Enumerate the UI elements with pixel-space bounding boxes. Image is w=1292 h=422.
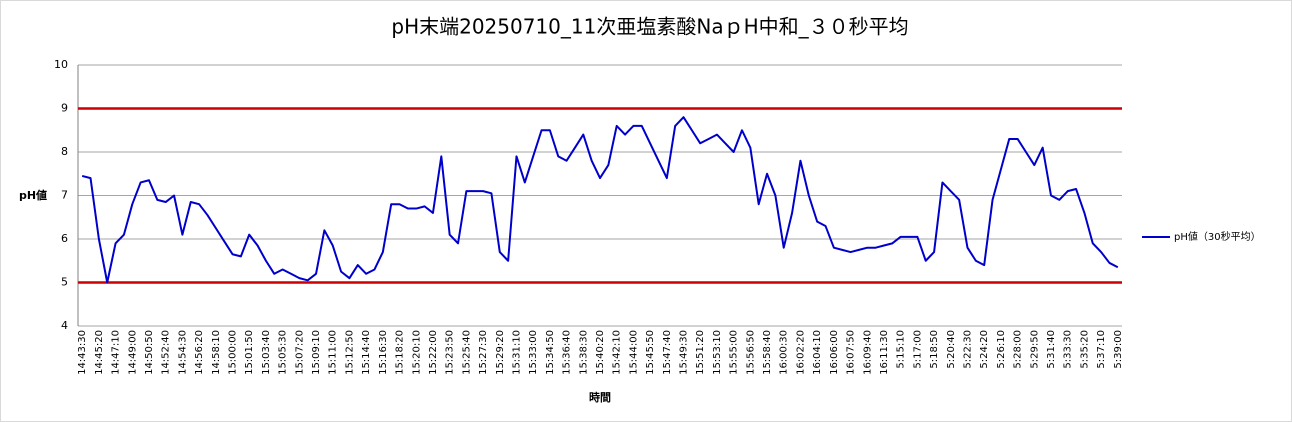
- x-tick-label: 16:04:10: [812, 330, 823, 375]
- x-tick-label: 15:22:00: [428, 330, 439, 375]
- x-tick-label: 14:56:20: [194, 330, 205, 375]
- y-tick-label: 7: [61, 189, 68, 202]
- x-tick-label: 15:03:40: [261, 330, 272, 375]
- x-tick-label: 5:18:50: [929, 330, 940, 369]
- x-tick-label: 16:07:50: [846, 330, 857, 375]
- x-tick-label: 16:02:20: [795, 330, 806, 375]
- x-tick-label: 5:33:30: [1063, 330, 1074, 369]
- x-tick-label: 5:28:00: [1013, 330, 1024, 369]
- x-tick-label: 5:24:20: [979, 330, 990, 369]
- y-tick-label: 10: [54, 58, 68, 71]
- x-tick-label: 14:50:50: [144, 330, 155, 375]
- y-tick-label: 6: [61, 232, 68, 245]
- x-tick-label: 15:40:20: [595, 330, 606, 375]
- x-tick-label: 5:39:00: [1113, 330, 1124, 369]
- x-tick-label: 15:34:50: [545, 330, 556, 375]
- x-tick-label: 15:01:50: [244, 330, 255, 375]
- x-tick-label: 15:11:00: [328, 330, 339, 375]
- x-tick-label: 15:31:10: [511, 330, 522, 375]
- x-tick-label: 5:20:40: [946, 330, 957, 369]
- x-tick-label: 5:37:10: [1096, 330, 1107, 369]
- x-tick-label: 5:29:50: [1029, 330, 1040, 369]
- x-tick-label: 14:54:30: [177, 330, 188, 375]
- x-tick-label: 14:43:30: [77, 330, 88, 375]
- x-tick-label: 15:05:30: [278, 330, 289, 375]
- x-tick-label: 5:35:20: [1079, 330, 1090, 369]
- x-tick-label: 15:14:40: [361, 330, 372, 375]
- y-tick-label: 8: [61, 145, 68, 158]
- x-tick-label: 5:26:10: [996, 330, 1007, 369]
- data-line: [81, 116, 1119, 284]
- x-tick-label: 15:58:40: [762, 330, 773, 375]
- x-tick-label: 15:12:50: [344, 330, 355, 375]
- x-tick-label: 15:27:30: [478, 330, 489, 375]
- y-tick-label: 4: [61, 319, 68, 332]
- x-tick-label: 14:58:10: [211, 330, 222, 375]
- x-tick-label: 15:55:00: [729, 330, 740, 375]
- x-tick-label: 14:45:20: [94, 330, 105, 375]
- x-tick-label: 15:36:40: [562, 330, 573, 375]
- x-tick-label: 16:00:30: [779, 330, 790, 375]
- x-tick-label: 15:38:30: [578, 330, 589, 375]
- x-tick-label: 15:44:00: [628, 330, 639, 375]
- x-tick-label: 15:49:30: [679, 330, 690, 375]
- x-tick-label: 15:16:30: [378, 330, 389, 375]
- x-tick-label: 15:00:00: [228, 330, 239, 375]
- x-tick-label: 5:17:00: [912, 330, 923, 369]
- x-tick-label: 14:52:40: [161, 330, 172, 375]
- x-tick-label: 5:31:40: [1046, 330, 1057, 369]
- x-tick-label: 15:33:00: [528, 330, 539, 375]
- x-tick-label: 5:15:10: [896, 330, 907, 369]
- y-tick-label: 9: [61, 102, 68, 115]
- x-tick-label: 15:07:20: [294, 330, 305, 375]
- x-tick-label: 15:47:40: [662, 330, 673, 375]
- x-tick-label: 15:56:50: [745, 330, 756, 375]
- x-tick-label: 15:53:10: [712, 330, 723, 375]
- x-tick-label: 15:09:10: [311, 330, 322, 375]
- y-axis-label: pH値: [19, 188, 47, 202]
- x-tick-label: 15:45:50: [645, 330, 656, 375]
- chart-title: pH末端20250710_11次亜塩素酸NaｐH中和_３０秒平均: [391, 15, 908, 39]
- x-tick-label: 16:11:30: [879, 330, 890, 375]
- y-tick-label: 5: [61, 276, 68, 289]
- x-tick-label: 15:18:20: [395, 330, 406, 375]
- x-axis-label: 時間: [589, 390, 611, 404]
- x-tick-label: 15:25:40: [461, 330, 472, 375]
- x-tick-label: 15:20:10: [411, 330, 422, 375]
- x-tick-label: 16:09:40: [862, 330, 873, 375]
- x-tick-label: 5:22:30: [962, 330, 973, 369]
- x-tick-label: 14:47:10: [111, 330, 122, 375]
- x-tick-label: 15:23:50: [445, 330, 456, 375]
- x-tick-label: 16:06:00: [829, 330, 840, 375]
- x-tick-label: 14:49:00: [127, 330, 138, 375]
- x-tick-label: 15:29:20: [495, 330, 506, 375]
- legend-label: pH値（30秒平均）: [1174, 230, 1261, 243]
- x-tick-label: 15:51:20: [695, 330, 706, 375]
- x-tick-label: 15:42:10: [612, 330, 623, 375]
